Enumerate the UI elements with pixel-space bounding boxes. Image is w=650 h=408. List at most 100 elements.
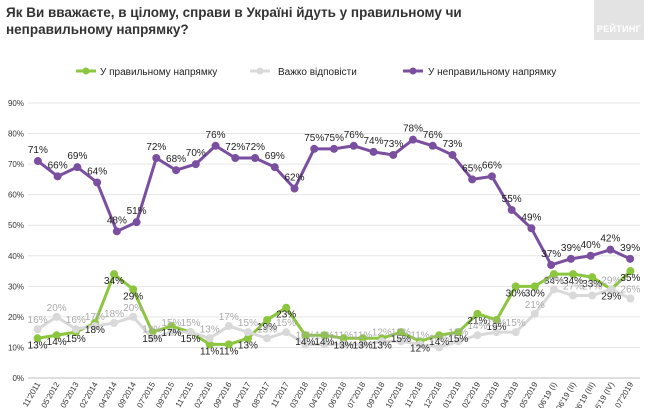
legend-marker-hard-to-say <box>256 67 264 75</box>
data-label: 12% <box>410 343 430 354</box>
data-label: 62% <box>285 173 305 184</box>
data-label: 11% <box>353 330 372 341</box>
data-label: 49% <box>521 212 541 223</box>
data-point <box>492 328 501 337</box>
data-point <box>549 270 558 279</box>
data-label: 72% <box>225 142 245 153</box>
y-tick-label: 50% <box>8 221 24 230</box>
data-point <box>606 245 615 254</box>
data-label: 27% <box>582 282 602 293</box>
y-tick-label: 70% <box>8 160 24 169</box>
data-label: 18% <box>104 309 124 320</box>
data-point <box>224 340 233 349</box>
data-label: 12% <box>372 327 392 338</box>
data-point <box>607 285 616 294</box>
data-label: 17% <box>161 328 181 339</box>
data-label: 76% <box>344 130 364 141</box>
data-label: 35% <box>620 273 640 284</box>
data-label: 69% <box>265 151 285 162</box>
data-label: 23% <box>276 310 296 321</box>
legend-marker-right-direction <box>82 67 90 75</box>
data-label: 29% <box>123 291 143 302</box>
data-point <box>251 154 260 162</box>
data-point <box>566 254 575 263</box>
y-tick-label: 40% <box>8 252 24 261</box>
data-point <box>310 144 319 153</box>
data-point <box>71 325 80 334</box>
data-point <box>339 334 348 343</box>
data-label: 15% <box>487 318 507 329</box>
data-label: 51% <box>127 206 147 217</box>
data-label: 73% <box>383 139 403 150</box>
data-point <box>211 141 220 150</box>
data-label: 13% <box>28 340 48 351</box>
data-point <box>167 328 176 337</box>
data-point <box>53 172 62 181</box>
data-point <box>243 328 252 337</box>
data-point <box>290 184 299 193</box>
data-point <box>330 144 338 153</box>
data-label: 11% <box>334 330 353 341</box>
data-label: 65% <box>462 163 482 174</box>
data-point <box>492 315 501 324</box>
data-label: 69% <box>67 151 87 162</box>
data-label: 11% <box>315 330 334 341</box>
data-label: 12% <box>448 327 468 338</box>
data-point <box>377 337 386 346</box>
data-label: 14% <box>467 321 487 332</box>
data-point <box>90 322 99 331</box>
data-point <box>588 291 597 300</box>
data-point <box>408 135 417 144</box>
data-point <box>396 337 405 346</box>
data-label: 15% <box>448 334 468 345</box>
data-point <box>468 175 477 184</box>
data-label: 15% <box>276 318 296 329</box>
chart-title: Як Ви вважаєте, в цілому, справи в Украї… <box>6 5 462 37</box>
data-point <box>301 331 310 340</box>
data-label: 37% <box>541 249 561 260</box>
data-label: 11% <box>296 330 315 341</box>
data-label: 30% <box>525 288 545 299</box>
data-label: 40% <box>581 240 601 251</box>
data-label: 72% <box>245 142 265 153</box>
data-point <box>428 141 437 150</box>
data-point <box>626 254 635 263</box>
data-label: 13% <box>257 324 277 335</box>
data-label: 15% <box>181 318 201 329</box>
data-point <box>152 154 161 162</box>
data-point <box>527 224 536 233</box>
data-point <box>569 291 578 300</box>
data-point <box>129 285 138 294</box>
data-label: 15% <box>142 334 162 345</box>
data-label: 75% <box>324 133 344 144</box>
data-point <box>282 328 291 337</box>
data-label: 34% <box>563 276 583 287</box>
data-label: 76% <box>423 130 443 141</box>
data-label: 20% <box>47 303 67 314</box>
data-label: 15% <box>161 318 181 329</box>
data-point <box>416 340 425 349</box>
data-label: 30% <box>506 288 526 299</box>
data-point <box>167 322 176 331</box>
data-point <box>507 205 516 214</box>
x-tick-label: 06'19 (ІІ) <box>554 380 578 408</box>
data-point <box>263 315 272 324</box>
series-line-2 <box>36 138 631 267</box>
rating-logo: РЕЙТИНГ <box>594 0 644 40</box>
x-axis: 11'201105'201205'201302'201404'201409'20… <box>21 380 635 408</box>
data-label: 64% <box>87 166 107 177</box>
y-tick-label: 0% <box>12 374 24 383</box>
data-point <box>191 160 200 169</box>
data-label: 66% <box>48 160 68 171</box>
data-point <box>586 251 595 260</box>
data-point <box>224 322 233 331</box>
chart-legend: У правильному напрямку Важко відповісти … <box>76 67 556 78</box>
data-label: 11% <box>410 330 429 341</box>
data-point <box>454 328 463 337</box>
data-point <box>110 319 119 327</box>
legend-label-hard-to-say: Важко відповісти <box>278 67 357 78</box>
data-label: 39% <box>561 243 581 254</box>
series-lines <box>33 135 635 352</box>
data-point <box>172 166 181 175</box>
